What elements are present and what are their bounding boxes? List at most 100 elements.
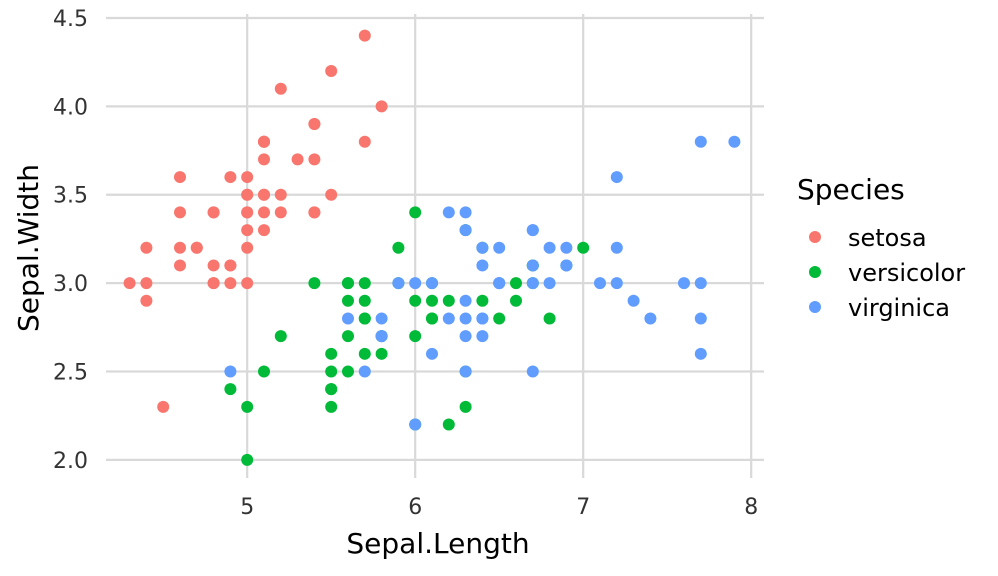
- grid-lines: [106, 14, 764, 478]
- data-point-virginica: [426, 277, 438, 290]
- data-point-versicolor: [442, 294, 455, 307]
- legend-label-setosa: setosa: [848, 224, 927, 252]
- x-axis-title: Sepal.Length: [346, 527, 529, 560]
- data-point-setosa: [358, 29, 371, 42]
- data-point-virginica: [409, 418, 422, 431]
- data-point-virginica: [610, 277, 623, 290]
- data-point-versicolor: [358, 277, 371, 290]
- data-point-setosa: [241, 241, 254, 254]
- data-point-virginica: [375, 330, 388, 343]
- data-point-virginica: [426, 347, 438, 360]
- data-point-setosa: [308, 206, 321, 219]
- data-point-versicolor: [325, 383, 338, 396]
- data-point-versicolor: [510, 294, 522, 307]
- data-point-versicolor: [342, 365, 354, 378]
- data-point-virginica: [459, 330, 472, 343]
- data-point-virginica: [694, 277, 707, 290]
- data-points: [123, 29, 741, 466]
- data-point-versicolor: [358, 312, 371, 325]
- data-point-setosa: [274, 82, 287, 95]
- data-point-versicolor: [241, 400, 254, 413]
- data-point-versicolor: [543, 312, 556, 325]
- data-point-versicolor: [342, 294, 354, 307]
- data-point-virginica: [493, 277, 506, 290]
- data-point-setosa: [291, 153, 304, 166]
- data-point-virginica: [459, 312, 472, 325]
- data-point-virginica: [694, 347, 707, 360]
- data-point-versicolor: [426, 294, 438, 307]
- legend-label-versicolor: versicolor: [848, 259, 965, 287]
- y-tick-label: 3.0: [53, 272, 88, 297]
- data-point-versicolor: [358, 347, 371, 360]
- data-point-setosa: [174, 241, 186, 254]
- data-point-setosa: [258, 224, 270, 237]
- data-point-setosa: [224, 259, 237, 272]
- data-point-virginica: [678, 277, 690, 290]
- data-point-setosa: [241, 277, 254, 290]
- legend-key-versicolor: [809, 266, 821, 278]
- data-point-virginica: [493, 241, 506, 254]
- data-point-versicolor: [442, 418, 455, 431]
- data-point-setosa: [258, 188, 270, 201]
- data-point-virginica: [409, 277, 422, 290]
- legend-title: Species: [797, 173, 905, 206]
- data-point-versicolor: [409, 294, 422, 307]
- data-point-versicolor: [224, 383, 237, 396]
- data-point-setosa: [274, 206, 287, 219]
- data-point-setosa: [241, 224, 254, 237]
- data-point-setosa: [325, 65, 338, 78]
- y-tick-label: 4.0: [53, 95, 88, 120]
- data-point-setosa: [174, 206, 186, 219]
- data-point-versicolor: [325, 400, 338, 413]
- data-point-versicolor: [375, 347, 388, 360]
- data-point-setosa: [308, 118, 321, 131]
- y-tick-label: 3.5: [53, 184, 88, 209]
- data-point-virginica: [375, 312, 388, 325]
- data-point-setosa: [241, 188, 254, 201]
- data-point-setosa: [375, 100, 388, 113]
- data-point-virginica: [459, 224, 472, 237]
- data-point-virginica: [476, 312, 489, 325]
- x-tick-label: 8: [744, 495, 758, 520]
- data-point-virginica: [728, 135, 741, 148]
- data-point-setosa: [140, 241, 153, 254]
- data-point-virginica: [358, 365, 371, 378]
- data-point-setosa: [241, 206, 254, 219]
- data-point-setosa: [258, 153, 270, 166]
- legend: Species setosa versicolor virginica: [797, 173, 965, 322]
- legend-label-virginica: virginica: [848, 294, 950, 322]
- data-point-virginica: [526, 259, 539, 272]
- x-tick-label: 7: [576, 495, 590, 520]
- data-point-setosa: [224, 171, 237, 184]
- data-point-virginica: [610, 241, 623, 254]
- data-point-setosa: [207, 206, 220, 219]
- data-point-virginica: [594, 277, 606, 290]
- data-point-virginica: [342, 312, 354, 325]
- data-point-setosa: [358, 135, 371, 148]
- data-point-setosa: [241, 171, 254, 184]
- data-point-setosa: [207, 259, 220, 272]
- data-point-virginica: [224, 365, 237, 378]
- data-point-virginica: [442, 206, 455, 219]
- data-point-versicolor: [241, 453, 254, 466]
- data-point-virginica: [694, 312, 707, 325]
- legend-key-setosa: [809, 231, 821, 243]
- data-point-versicolor: [409, 206, 422, 219]
- data-point-setosa: [123, 277, 136, 290]
- y-tick-label: 2.5: [53, 360, 88, 385]
- data-point-versicolor: [358, 294, 371, 307]
- data-point-setosa: [308, 153, 321, 166]
- data-point-virginica: [392, 277, 405, 290]
- x-axis-ticks: 5 6 7 8: [240, 495, 758, 520]
- data-point-virginica: [610, 171, 623, 184]
- data-point-virginica: [560, 241, 573, 254]
- data-point-versicolor: [409, 330, 422, 343]
- data-point-versicolor: [325, 347, 338, 360]
- data-point-virginica: [459, 365, 472, 378]
- y-tick-label: 2.0: [53, 449, 88, 474]
- data-point-virginica: [627, 294, 640, 307]
- data-point-versicolor: [577, 241, 590, 254]
- data-point-virginica: [560, 259, 573, 272]
- data-point-setosa: [258, 135, 270, 148]
